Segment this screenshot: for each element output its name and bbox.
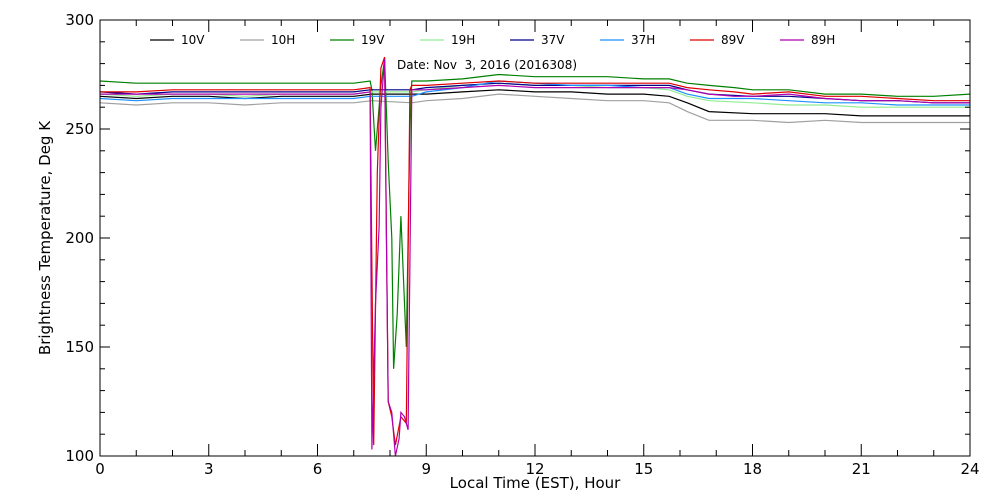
y-tick-label: 200 (65, 229, 94, 247)
ticks-layer: 0 3 6 9 12 15 18 21 24 100 150 200 250 300 (65, 11, 979, 478)
series-line-89v (100, 56, 970, 446)
x-tick-label: 24 (960, 460, 979, 478)
legend-label-37h: 37H (631, 33, 655, 47)
series-line-37v (99, 82, 970, 104)
series-line-89h (100, 59, 970, 457)
chart-annotation: Date: Nov 3, 2016 (2016308) (397, 58, 577, 72)
x-tick-label: 0 (95, 460, 105, 478)
y-tick-label: 150 (65, 338, 94, 356)
legend-label-10h: 10H (271, 33, 295, 47)
x-tick-label: 12 (525, 460, 544, 478)
x-tick-label: 3 (204, 460, 214, 478)
legend-label-89v: 89V (721, 33, 745, 47)
x-axis-label: Local Time (EST), Hour (450, 474, 621, 492)
legend-label-10v: 10V (181, 33, 205, 47)
series-line-10v (99, 89, 970, 117)
y-tick-label: 100 (65, 447, 94, 465)
x-tick-label: 18 (743, 460, 762, 478)
x-tick-label: 15 (634, 460, 653, 478)
legend-label-19v: 19V (361, 33, 385, 47)
legend-label-37v: 37V (541, 33, 565, 47)
x-tick-label: 21 (852, 460, 871, 478)
x-tick-label: 6 (313, 460, 323, 478)
series-line-10h (99, 93, 970, 124)
legend: 10V 10H 19V 19H 37V 37H 89V 89H (150, 33, 835, 47)
y-tick-label: 300 (65, 11, 94, 29)
legend-label-19h: 19H (451, 33, 475, 47)
legend-label-89h: 89H (811, 33, 835, 47)
series-layer (99, 56, 971, 457)
y-tick-label: 250 (65, 120, 94, 138)
x-tick-label: 9 (421, 460, 431, 478)
y-axis-label: Brightness Temperature, Deg K (36, 120, 54, 355)
